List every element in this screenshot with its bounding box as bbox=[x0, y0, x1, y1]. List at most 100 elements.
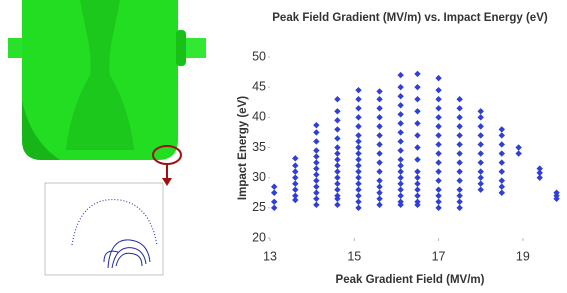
point bbox=[435, 87, 441, 93]
point bbox=[313, 147, 319, 153]
point bbox=[313, 196, 319, 202]
point bbox=[515, 150, 521, 156]
point bbox=[499, 184, 505, 190]
point bbox=[376, 88, 382, 94]
point bbox=[355, 205, 361, 211]
point bbox=[334, 181, 340, 187]
point bbox=[376, 168, 382, 174]
point bbox=[397, 187, 403, 193]
point bbox=[334, 174, 340, 180]
point bbox=[456, 96, 462, 102]
point bbox=[292, 162, 298, 168]
point bbox=[334, 126, 340, 132]
point bbox=[313, 177, 319, 183]
y-tick-label: 50 bbox=[252, 49, 266, 63]
point bbox=[334, 150, 340, 156]
point bbox=[435, 75, 441, 81]
point bbox=[376, 96, 382, 102]
point bbox=[355, 105, 361, 111]
point bbox=[414, 144, 420, 150]
point bbox=[334, 135, 340, 141]
point bbox=[355, 132, 361, 138]
point bbox=[499, 141, 505, 147]
point bbox=[435, 193, 441, 199]
point bbox=[313, 153, 319, 159]
point bbox=[414, 71, 420, 77]
point bbox=[376, 159, 382, 165]
point bbox=[414, 187, 420, 193]
point bbox=[478, 150, 484, 156]
x-tick-label: 13 bbox=[263, 249, 277, 263]
trajectory bbox=[116, 253, 142, 266]
point bbox=[397, 168, 403, 174]
x-axis-label: Peak Gradient Field (MV/m) bbox=[336, 274, 485, 286]
point bbox=[313, 184, 319, 190]
point bbox=[376, 105, 382, 111]
point bbox=[397, 72, 403, 78]
point bbox=[397, 93, 403, 99]
point bbox=[271, 190, 277, 196]
point bbox=[499, 132, 505, 138]
point bbox=[313, 202, 319, 208]
point bbox=[478, 168, 484, 174]
point bbox=[456, 114, 462, 120]
point bbox=[478, 114, 484, 120]
point bbox=[414, 84, 420, 90]
point bbox=[355, 123, 361, 129]
point bbox=[313, 190, 319, 196]
point bbox=[376, 196, 382, 202]
point bbox=[355, 193, 361, 199]
point bbox=[435, 150, 441, 156]
point bbox=[435, 114, 441, 120]
point bbox=[355, 144, 361, 150]
point bbox=[376, 202, 382, 208]
point bbox=[334, 156, 340, 162]
y-tick-label: 45 bbox=[252, 79, 266, 93]
point bbox=[292, 174, 298, 180]
point bbox=[537, 165, 543, 171]
point bbox=[397, 84, 403, 90]
y-axis-label: Impact Energy (eV) bbox=[237, 96, 249, 200]
point bbox=[334, 202, 340, 208]
point bbox=[376, 150, 382, 156]
point bbox=[499, 159, 505, 165]
point bbox=[478, 132, 484, 138]
point bbox=[456, 105, 462, 111]
point bbox=[456, 177, 462, 183]
point bbox=[271, 199, 277, 205]
x-tick-label: 17 bbox=[432, 249, 446, 263]
point bbox=[435, 141, 441, 147]
point bbox=[478, 123, 484, 129]
y-tick-label: 35 bbox=[252, 140, 266, 154]
point bbox=[435, 96, 441, 102]
point bbox=[435, 168, 441, 174]
point bbox=[355, 96, 361, 102]
point bbox=[376, 132, 382, 138]
point bbox=[456, 141, 462, 147]
trajectory bbox=[108, 240, 150, 268]
arrow-head bbox=[162, 178, 172, 186]
point bbox=[376, 114, 382, 120]
point bbox=[478, 181, 484, 187]
point bbox=[435, 105, 441, 111]
point bbox=[397, 138, 403, 144]
point bbox=[334, 162, 340, 168]
point bbox=[397, 193, 403, 199]
point bbox=[435, 205, 441, 211]
point bbox=[397, 181, 403, 187]
cavity-render bbox=[8, 0, 206, 186]
y-tick-label: 30 bbox=[252, 170, 266, 184]
point bbox=[435, 177, 441, 183]
point bbox=[435, 199, 441, 205]
point bbox=[499, 150, 505, 156]
point bbox=[499, 177, 505, 183]
point bbox=[499, 126, 505, 132]
chart-title: Peak Field Gradient (MV/m) vs. Impact En… bbox=[272, 12, 548, 24]
point bbox=[334, 108, 340, 114]
x-tick-label: 19 bbox=[516, 249, 530, 263]
point bbox=[334, 96, 340, 102]
point bbox=[313, 159, 319, 165]
point bbox=[355, 162, 361, 168]
point bbox=[355, 150, 361, 156]
point bbox=[397, 174, 403, 180]
